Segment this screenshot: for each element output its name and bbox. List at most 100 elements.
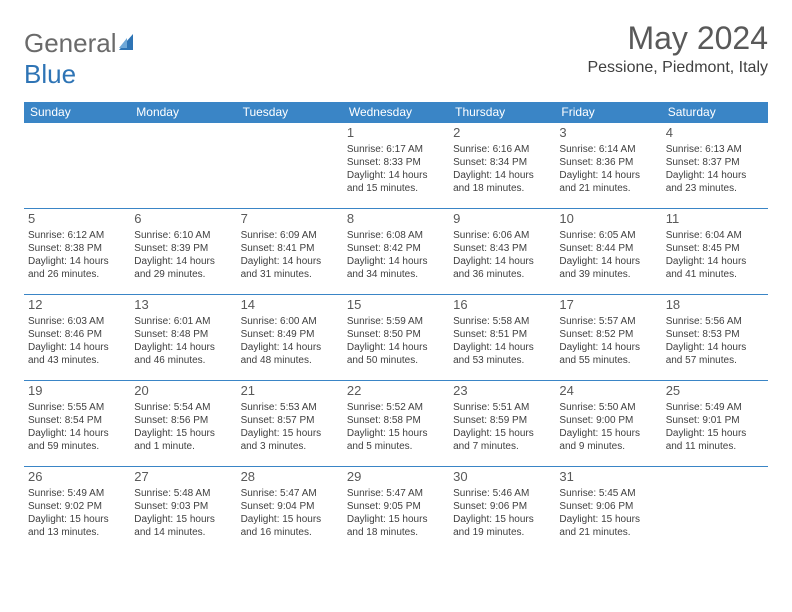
- sunrise-line: Sunrise: 6:10 AM: [134, 229, 232, 242]
- daylight-line: and 15 minutes.: [347, 182, 445, 195]
- day-number: 31: [559, 469, 657, 486]
- daylight-line: Daylight: 14 hours: [347, 255, 445, 268]
- sunset-line: Sunset: 8:46 PM: [28, 328, 126, 341]
- sunset-line: Sunset: 9:00 PM: [559, 414, 657, 427]
- daylight-line: Daylight: 14 hours: [28, 427, 126, 440]
- sunrise-line: Sunrise: 5:50 AM: [559, 401, 657, 414]
- day-number: 4: [666, 125, 764, 142]
- calendar-cell: 2Sunrise: 6:16 AMSunset: 8:34 PMDaylight…: [449, 123, 555, 209]
- day-header: Wednesday: [343, 102, 449, 123]
- daylight-line: Daylight: 14 hours: [134, 255, 232, 268]
- daylight-line: Daylight: 14 hours: [666, 341, 764, 354]
- daylight-line: Daylight: 15 hours: [28, 513, 126, 526]
- sunset-line: Sunset: 8:33 PM: [347, 156, 445, 169]
- daylight-line: Daylight: 14 hours: [347, 169, 445, 182]
- calendar-body: 1Sunrise: 6:17 AMSunset: 8:33 PMDaylight…: [24, 123, 768, 553]
- day-number: 19: [28, 383, 126, 400]
- sail-icon: [119, 28, 139, 59]
- brand-part2: Blue: [24, 59, 76, 89]
- calendar-cell: 14Sunrise: 6:00 AMSunset: 8:49 PMDayligh…: [237, 295, 343, 381]
- daylight-line: and 46 minutes.: [134, 354, 232, 367]
- daylight-line: and 26 minutes.: [28, 268, 126, 281]
- sunrise-line: Sunrise: 6:08 AM: [347, 229, 445, 242]
- calendar-cell: 23Sunrise: 5:51 AMSunset: 8:59 PMDayligh…: [449, 381, 555, 467]
- sunset-line: Sunset: 9:05 PM: [347, 500, 445, 513]
- sunset-line: Sunset: 8:34 PM: [453, 156, 551, 169]
- day-number: 10: [559, 211, 657, 228]
- daylight-line: Daylight: 15 hours: [134, 427, 232, 440]
- brand-part1: General: [24, 28, 117, 58]
- daylight-line: Daylight: 14 hours: [28, 255, 126, 268]
- calendar-row: 12Sunrise: 6:03 AMSunset: 8:46 PMDayligh…: [24, 295, 768, 381]
- sunset-line: Sunset: 8:53 PM: [666, 328, 764, 341]
- calendar-cell: 26Sunrise: 5:49 AMSunset: 9:02 PMDayligh…: [24, 467, 130, 553]
- daylight-line: Daylight: 14 hours: [134, 341, 232, 354]
- calendar-cell: 4Sunrise: 6:13 AMSunset: 8:37 PMDaylight…: [662, 123, 768, 209]
- sunrise-line: Sunrise: 6:12 AM: [28, 229, 126, 242]
- calendar-cell: 1Sunrise: 6:17 AMSunset: 8:33 PMDaylight…: [343, 123, 449, 209]
- daylight-line: Daylight: 15 hours: [241, 427, 339, 440]
- sunrise-line: Sunrise: 6:13 AM: [666, 143, 764, 156]
- calendar-table: SundayMondayTuesdayWednesdayThursdayFrid…: [24, 102, 768, 553]
- sunset-line: Sunset: 9:02 PM: [28, 500, 126, 513]
- daylight-line: Daylight: 15 hours: [347, 513, 445, 526]
- daylight-line: and 23 minutes.: [666, 182, 764, 195]
- daylight-line: and 31 minutes.: [241, 268, 339, 281]
- sunset-line: Sunset: 8:45 PM: [666, 242, 764, 255]
- calendar-cell-empty: [130, 123, 236, 209]
- sunset-line: Sunset: 8:43 PM: [453, 242, 551, 255]
- daylight-line: Daylight: 14 hours: [241, 255, 339, 268]
- daylight-line: and 48 minutes.: [241, 354, 339, 367]
- daylight-line: and 53 minutes.: [453, 354, 551, 367]
- sunset-line: Sunset: 8:54 PM: [28, 414, 126, 427]
- day-number: 24: [559, 383, 657, 400]
- sunrise-line: Sunrise: 5:55 AM: [28, 401, 126, 414]
- day-number: 20: [134, 383, 232, 400]
- daylight-line: Daylight: 14 hours: [666, 255, 764, 268]
- sunrise-line: Sunrise: 5:51 AM: [453, 401, 551, 414]
- daylight-line: and 21 minutes.: [559, 182, 657, 195]
- sunrise-line: Sunrise: 5:48 AM: [134, 487, 232, 500]
- calendar-cell: 10Sunrise: 6:05 AMSunset: 8:44 PMDayligh…: [555, 209, 661, 295]
- daylight-line: Daylight: 15 hours: [241, 513, 339, 526]
- day-number: 11: [666, 211, 764, 228]
- sunset-line: Sunset: 8:49 PM: [241, 328, 339, 341]
- day-header: Thursday: [449, 102, 555, 123]
- daylight-line: and 19 minutes.: [453, 526, 551, 539]
- day-number: 29: [347, 469, 445, 486]
- sunrise-line: Sunrise: 6:06 AM: [453, 229, 551, 242]
- day-header: Friday: [555, 102, 661, 123]
- sunrise-line: Sunrise: 5:46 AM: [453, 487, 551, 500]
- day-number: 16: [453, 297, 551, 314]
- day-number: 12: [28, 297, 126, 314]
- day-number: 21: [241, 383, 339, 400]
- daylight-line: and 34 minutes.: [347, 268, 445, 281]
- day-number: 7: [241, 211, 339, 228]
- sunset-line: Sunset: 8:38 PM: [28, 242, 126, 255]
- daylight-line: and 18 minutes.: [347, 526, 445, 539]
- sunrise-line: Sunrise: 6:17 AM: [347, 143, 445, 156]
- day-number: 9: [453, 211, 551, 228]
- sunrise-line: Sunrise: 6:04 AM: [666, 229, 764, 242]
- brand-text: GeneralBlue: [24, 28, 139, 90]
- day-number: 30: [453, 469, 551, 486]
- day-number: 8: [347, 211, 445, 228]
- sunrise-line: Sunrise: 5:59 AM: [347, 315, 445, 328]
- daylight-line: Daylight: 15 hours: [347, 427, 445, 440]
- sunrise-line: Sunrise: 5:54 AM: [134, 401, 232, 414]
- calendar-cell: 12Sunrise: 6:03 AMSunset: 8:46 PMDayligh…: [24, 295, 130, 381]
- daylight-line: Daylight: 14 hours: [559, 341, 657, 354]
- sunset-line: Sunset: 9:03 PM: [134, 500, 232, 513]
- sunset-line: Sunset: 8:59 PM: [453, 414, 551, 427]
- daylight-line: Daylight: 14 hours: [241, 341, 339, 354]
- calendar-cell-empty: [662, 467, 768, 553]
- daylight-line: Daylight: 14 hours: [453, 341, 551, 354]
- daylight-line: Daylight: 14 hours: [666, 169, 764, 182]
- daylight-line: and 21 minutes.: [559, 526, 657, 539]
- sunrise-line: Sunrise: 6:01 AM: [134, 315, 232, 328]
- calendar-cell: 18Sunrise: 5:56 AMSunset: 8:53 PMDayligh…: [662, 295, 768, 381]
- calendar-cell: 5Sunrise: 6:12 AMSunset: 8:38 PMDaylight…: [24, 209, 130, 295]
- daylight-line: and 43 minutes.: [28, 354, 126, 367]
- daylight-line: and 39 minutes.: [559, 268, 657, 281]
- calendar-head: SundayMondayTuesdayWednesdayThursdayFrid…: [24, 102, 768, 123]
